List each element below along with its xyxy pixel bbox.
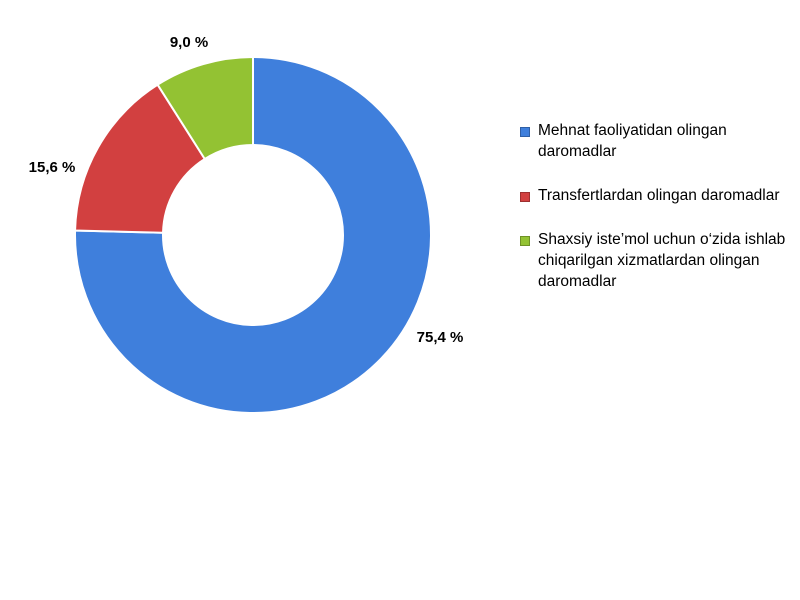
legend-swatch-shaxsiy — [520, 236, 530, 246]
legend-item-shaxsiy[interactable]: Shaxsiy iste’mol uchun o‘zida ishlab chi… — [520, 229, 795, 292]
legend-item-mehnat[interactable]: Mehnat faoliyatidan olingan daromadlar — [520, 120, 795, 162]
legend-label-transfertlar: Transfertlardan olingan daromadlar — [538, 187, 780, 204]
data-label-mehnat: 75,4 % — [417, 329, 464, 346]
legend-swatch-mehnat — [520, 127, 530, 137]
slice-mehnat[interactable] — [74, 55, 432, 414]
slices-group — [74, 55, 432, 414]
labels-group: 75,4 % 15,6 % 9,0 % — [29, 34, 464, 346]
data-label-shaxsiy: 9,0 % — [170, 34, 208, 51]
slice-shaxsiy[interactable] — [156, 55, 254, 161]
legend: Mehnat faoliyatidan olingan daromadlar T… — [520, 120, 795, 315]
legend-label-shaxsiy: Shaxsiy iste’mol uchun o‘zida ishlab chi… — [538, 231, 786, 290]
legend-swatch-transfertlar — [520, 192, 530, 202]
data-label-transfertlar: 15,6 % — [29, 159, 76, 176]
legend-label-mehnat: Mehnat faoliyatidan olingan daromadlar — [538, 122, 727, 160]
legend-item-transfertlar[interactable]: Transfertlardan olingan daromadlar — [520, 185, 795, 206]
